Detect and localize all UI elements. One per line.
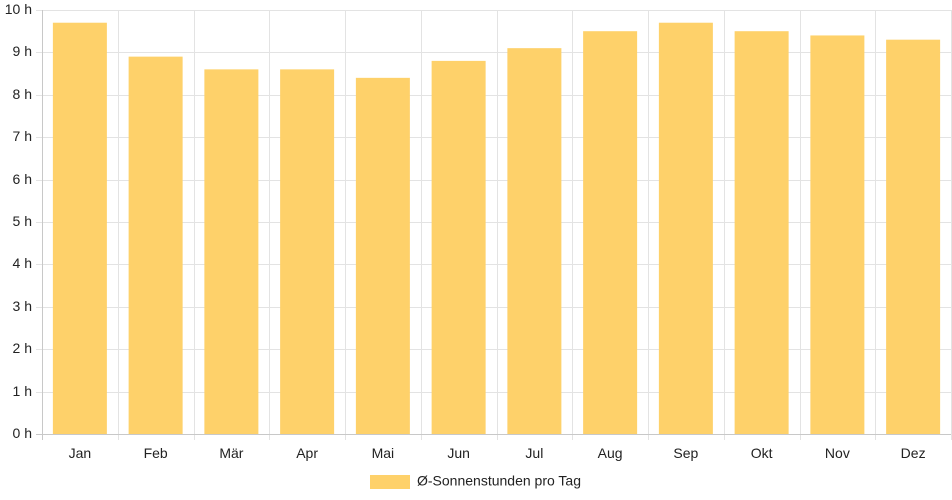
x-tick-label: Aug [598, 445, 623, 461]
bar-jul[interactable] [507, 48, 562, 434]
bar-feb[interactable] [128, 56, 183, 434]
y-tick-label: 7 h [13, 128, 32, 144]
x-tick-label: Jul [525, 445, 543, 461]
y-tick-label: 2 h [13, 340, 32, 356]
legend-label[interactable]: Ø-Sonnenstunden pro Tag [417, 473, 581, 489]
bar-aug[interactable] [583, 31, 638, 434]
x-tick-label: Jan [69, 445, 92, 461]
y-tick-label: 0 h [13, 425, 32, 441]
x-tick-label: Dez [901, 445, 926, 461]
y-tick-label: 1 h [13, 383, 32, 399]
x-tick-label: Mär [219, 445, 243, 461]
y-tick-label: 8 h [13, 86, 32, 102]
bar-jun[interactable] [431, 60, 486, 434]
x-tick-label: Mai [372, 445, 395, 461]
x-tick-label: Feb [144, 445, 168, 461]
x-tick-label: Jun [447, 445, 470, 461]
y-tick-label: 10 h [5, 1, 32, 17]
y-tick-label: 3 h [13, 298, 32, 314]
y-tick-label: 6 h [13, 171, 32, 187]
bar-jan[interactable] [52, 22, 107, 434]
y-tick-label: 4 h [13, 255, 32, 271]
y-tick-label: 5 h [13, 213, 32, 229]
bar-okt[interactable] [734, 31, 789, 434]
bar-apr[interactable] [280, 69, 335, 435]
legend[interactable]: Ø-Sonnenstunden pro Tag [370, 473, 581, 489]
legend-swatch[interactable] [370, 475, 410, 489]
x-tick-label: Sep [673, 445, 698, 461]
y-tick-label: 9 h [13, 43, 32, 59]
bars [52, 22, 941, 435]
bar-sep[interactable] [658, 22, 713, 434]
y-axis-tick-labels: 0 h 1 h 2 h 3 h 4 h 5 h 6 h 7 h 8 h 9 h 10 h [5, 1, 32, 441]
bar-dez[interactable] [886, 39, 941, 435]
x-tick-label: Apr [296, 445, 318, 461]
x-axis-tick-labels: Jan Feb Mär Apr Mai Jun Jul Aug Sep Okt Nov Dez [69, 445, 926, 461]
axes [36, 10, 951, 440]
bar-mai[interactable] [355, 77, 410, 434]
x-tick-label: Nov [825, 445, 850, 461]
bar-nov[interactable] [810, 35, 865, 434]
bar-mär[interactable] [204, 69, 259, 435]
x-tick-label: Okt [751, 445, 773, 461]
